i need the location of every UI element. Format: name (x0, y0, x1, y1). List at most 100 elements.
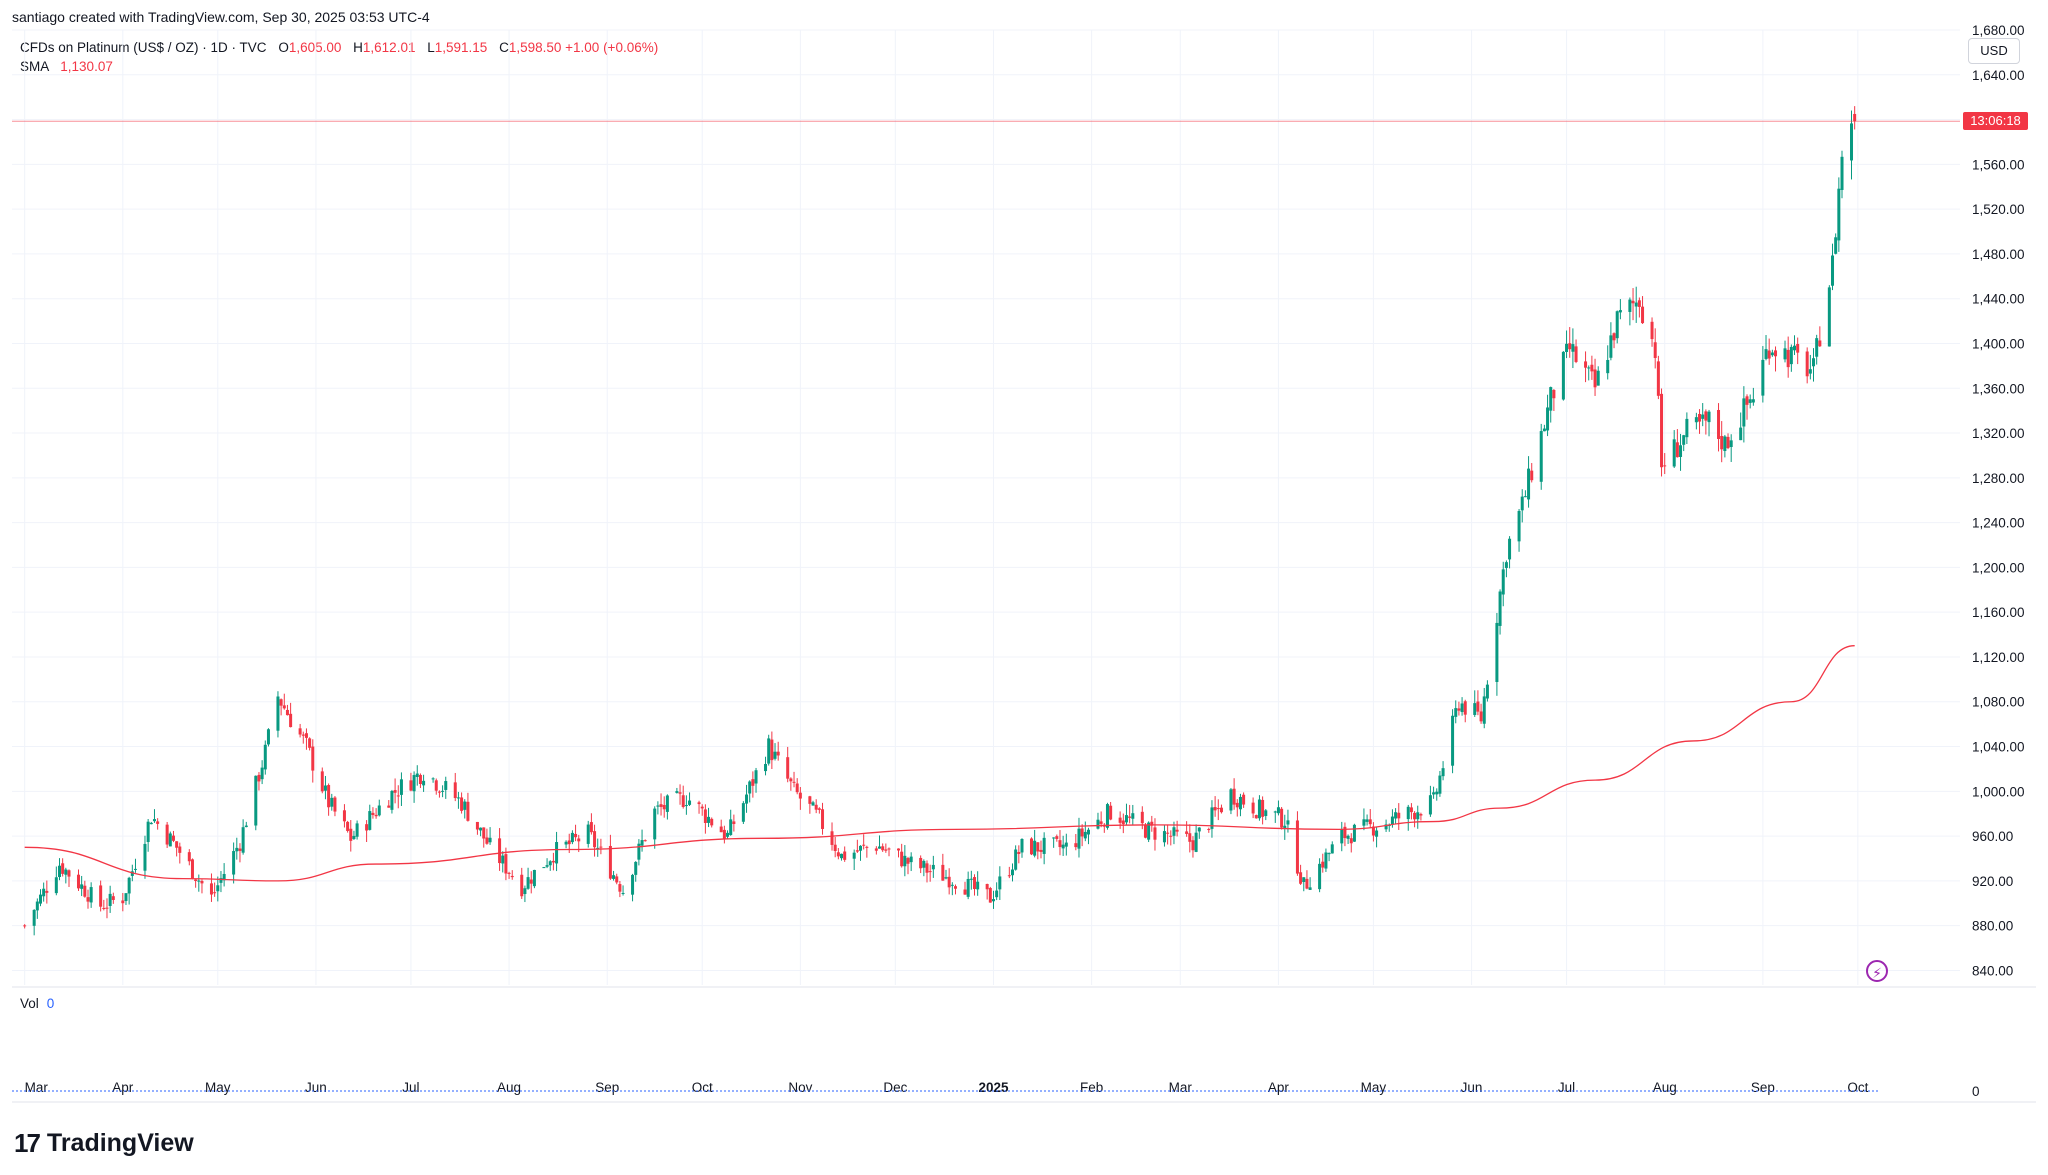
candle-down (830, 831, 834, 845)
candle-up (197, 880, 201, 882)
candle-down (311, 746, 315, 771)
candle-up (276, 696, 280, 731)
candle-up (488, 837, 492, 843)
candle-up (653, 808, 657, 840)
candle-up (1064, 842, 1068, 847)
candle-up (1052, 837, 1056, 839)
candle-up (1739, 427, 1743, 441)
time-tick-label: Mar (1169, 1080, 1193, 1095)
price-axis[interactable]: 840.00 880.00 920.00 960.00 1,000.00 1,040.00… (1972, 23, 2025, 1099)
candle-up (32, 909, 36, 926)
candle-up (1523, 496, 1527, 498)
candle-down (887, 848, 891, 850)
time-tick-label: Jun (305, 1080, 327, 1095)
time-tick-label: Mar (25, 1080, 49, 1095)
candle-up (1827, 287, 1831, 347)
candle-up (1124, 815, 1128, 823)
candle-up (89, 887, 93, 903)
candle-up (133, 868, 137, 870)
candle-down (1368, 819, 1372, 825)
candle-up (684, 805, 688, 807)
candle-up (444, 781, 448, 790)
candle-up (127, 877, 131, 894)
candle-up (266, 729, 270, 745)
candle-up (244, 825, 248, 828)
candle-down (776, 751, 780, 756)
candle-up (390, 790, 394, 810)
candle-up (1384, 824, 1388, 830)
tradingview-logo[interactable]: 17 TradingView (14, 1128, 194, 1158)
candle-down (862, 844, 866, 846)
candle-down (953, 886, 958, 889)
candle-up (377, 805, 381, 816)
candle-up (745, 794, 749, 804)
candle-up (532, 869, 536, 887)
sma-legend[interactable]: SMA 1,130.07 (20, 59, 113, 74)
time-axis[interactable]: Mar Apr May Jun Jul Aug Sep Oct Nov Dec 2025 Feb Mar… (25, 1080, 1869, 1095)
candle-up (1229, 789, 1233, 811)
time-tick-label: Dec (883, 1080, 907, 1095)
candle-down (906, 858, 910, 864)
candle-down (1188, 833, 1192, 842)
candle-down (529, 879, 533, 884)
candle-down (1017, 851, 1021, 854)
sma-layer (24, 645, 1855, 882)
candle-down (105, 907, 109, 909)
candles (23, 106, 1857, 936)
candle-up (412, 775, 416, 792)
candle-up (1707, 411, 1711, 423)
candle-down (792, 781, 796, 783)
candle-down (593, 831, 597, 848)
candle-up (422, 780, 426, 786)
candle-down (681, 795, 685, 807)
price-tick-label: 1,320.00 (1972, 426, 2025, 441)
candle-up (1390, 816, 1394, 825)
time-tick-label: Nov (788, 1080, 812, 1095)
candle-down (618, 884, 622, 892)
candle-down (200, 880, 204, 884)
candle-down (1349, 838, 1353, 844)
candle-down (1029, 838, 1033, 855)
candle-down (662, 804, 666, 810)
candle-up (35, 901, 39, 911)
symbol-title[interactable]: CFDs on Platinum (US$ / OZ) · 1D · TVC (20, 40, 267, 55)
candle-up (1172, 827, 1176, 836)
candle-down (1593, 369, 1597, 388)
candle-down (1039, 849, 1043, 852)
time-tick-label: Sep (595, 1080, 619, 1095)
currency-button[interactable]: USD (1968, 38, 2020, 64)
candle-down (1663, 465, 1667, 467)
candle-down (1321, 861, 1325, 868)
candle-down (659, 804, 663, 807)
candle-down (808, 796, 812, 804)
candle-up (621, 892, 625, 894)
candle-down (1717, 409, 1721, 439)
candle-down (697, 802, 701, 805)
candle-down (1166, 832, 1170, 834)
volume-value: 0 (46, 996, 55, 1011)
volume-legend[interactable]: Vol 0 (20, 996, 54, 1011)
candle-up (1520, 496, 1524, 511)
candle-down (165, 824, 169, 845)
candle-down (1653, 342, 1657, 358)
candle-up (57, 865, 61, 878)
candle-up (368, 811, 372, 830)
candle-down (1118, 817, 1122, 823)
price-tick-label: 880.00 (1972, 919, 2013, 934)
price-tick-label: 1,440.00 (1972, 292, 2025, 307)
candle-down (947, 876, 951, 888)
candle-down (855, 850, 859, 852)
candle-down (1463, 701, 1467, 715)
sma-line (24, 645, 1855, 882)
candle-down (1419, 814, 1423, 816)
candle-down (574, 833, 578, 838)
candle-up (1451, 715, 1455, 766)
candle-up (1061, 844, 1065, 849)
candle-up (441, 790, 445, 792)
lightning-icon[interactable]: ⚡ (1866, 960, 1888, 982)
candle-up (1428, 795, 1432, 815)
candle-down (1574, 346, 1578, 362)
candle-down (1254, 815, 1258, 819)
candle-down (434, 780, 438, 791)
